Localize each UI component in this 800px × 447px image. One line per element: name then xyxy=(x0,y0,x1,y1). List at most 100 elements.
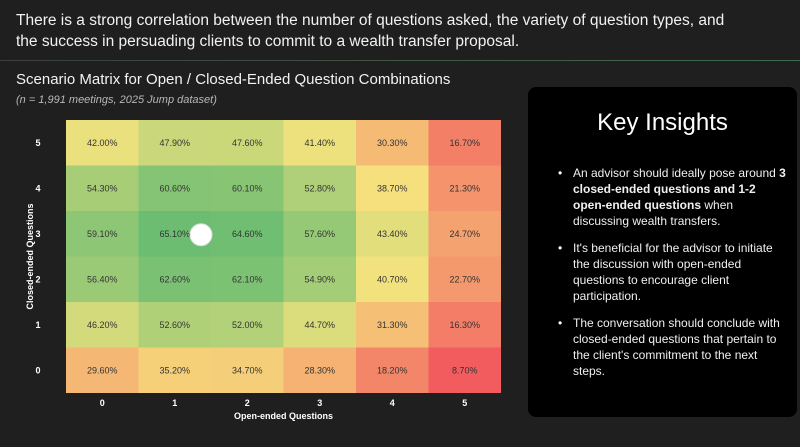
key-insights-panel: Key Insights An advisor should ideally p… xyxy=(528,87,797,417)
heatmap-cell xyxy=(283,302,356,348)
y-tick-label: 0 xyxy=(35,365,40,375)
optimal-point-marker xyxy=(189,223,213,247)
cell-value-label: 40.70% xyxy=(377,274,408,284)
heatmap-cell xyxy=(211,302,284,348)
chart-title: Scenario Matrix for Open / Closed-Ended … xyxy=(16,71,451,88)
heatmap-cell xyxy=(356,120,429,166)
heatmap-cell xyxy=(211,256,284,302)
cell-value-label: 29.60% xyxy=(87,365,118,375)
heatmap-cell xyxy=(211,347,284,393)
y-tick-label: 5 xyxy=(35,138,40,148)
y-tick-label: 2 xyxy=(35,274,40,284)
cell-value-label: 46.20% xyxy=(87,320,118,330)
cell-value-label: 60.60% xyxy=(159,183,190,193)
x-tick-label: 4 xyxy=(390,398,395,408)
heatmap-cell xyxy=(283,256,356,302)
heatmap-cell xyxy=(356,165,429,211)
heatmap-cell xyxy=(138,256,211,302)
y-tick-label: 4 xyxy=(35,183,40,193)
insight-bold-text: 3 closed-ended questions and 1-2 open-en… xyxy=(573,166,786,212)
heatmap-cell xyxy=(356,211,429,257)
cell-value-label: 42.00% xyxy=(87,138,118,148)
x-tick-label: 5 xyxy=(462,398,467,408)
cell-value-label: 57.60% xyxy=(304,229,335,239)
insight-text: An advisor should ideally pose around xyxy=(573,166,780,180)
heatmap-cell xyxy=(138,165,211,211)
cell-value-label: 52.00% xyxy=(232,320,263,330)
cell-value-label: 65.10% xyxy=(159,229,190,239)
heatmap-cell xyxy=(428,120,501,166)
heatmap-cell xyxy=(428,211,501,257)
cell-value-label: 31.30% xyxy=(377,320,408,330)
heatmap-cell xyxy=(283,165,356,211)
heatmap-chart: 42.00% 47.90% 47.60% 41.40% 30.30% 16.70% 54.3… xyxy=(25,120,501,421)
heatmap-cell xyxy=(66,256,139,302)
heatmap-cell xyxy=(211,120,284,166)
cell-value-label: 47.60% xyxy=(232,138,263,148)
cell-value-label: 59.10% xyxy=(87,229,118,239)
divider xyxy=(0,60,800,61)
insight-text: The conversation should conclude with cl… xyxy=(573,316,780,378)
cell-value-label: 41.40% xyxy=(304,138,335,148)
x-tick-label: 3 xyxy=(317,398,322,408)
headline: There is a strong correlation between th… xyxy=(16,12,725,50)
heatmap-cell xyxy=(428,256,501,302)
heatmap-cell xyxy=(283,120,356,166)
cell-value-label: 28.30% xyxy=(304,365,335,375)
insight-item: It's beneficial for the advisor to initi… xyxy=(558,240,786,304)
heatmap-cell xyxy=(66,302,139,348)
cell-value-label: 47.90% xyxy=(159,138,190,148)
insight-item: An advisor should ideally pose around 3 … xyxy=(558,165,786,229)
heatmap-cell xyxy=(138,302,211,348)
cell-value-label: 30.30% xyxy=(377,138,408,148)
y-axis-label: Closed-ended Questions xyxy=(25,203,35,309)
heatmap-cell xyxy=(356,256,429,302)
heatmap-cell xyxy=(66,165,139,211)
heatmap-cell xyxy=(428,347,501,393)
cell-value-label: 16.70% xyxy=(449,138,480,148)
cell-value-label: 35.20% xyxy=(159,365,190,375)
heatmap-cell xyxy=(283,211,356,257)
cell-value-label: 62.60% xyxy=(159,274,190,284)
cell-value-label: 43.40% xyxy=(377,229,408,239)
chart-subtitle: (n = 1,991 meetings, 2025 Jump dataset) xyxy=(16,94,217,106)
cell-value-label: 56.40% xyxy=(87,274,118,284)
heatmap-cell xyxy=(66,347,139,393)
cell-value-label: 44.70% xyxy=(304,320,335,330)
heatmap-cell xyxy=(211,211,284,257)
cell-value-label: 62.10% xyxy=(232,274,263,284)
heatmap-cell xyxy=(66,211,139,257)
cell-value-label: 52.80% xyxy=(304,183,335,193)
heatmap-cell xyxy=(138,120,211,166)
cell-value-label: 34.70% xyxy=(232,365,263,375)
heatmap-cell xyxy=(428,165,501,211)
insight-text: It's beneficial for the advisor to initi… xyxy=(573,241,773,303)
y-tick-label: 3 xyxy=(35,229,40,239)
heatmap-cell xyxy=(428,302,501,348)
heatmap-cell xyxy=(283,347,356,393)
heatmap-cell xyxy=(356,302,429,348)
cell-value-label: 18.20% xyxy=(377,365,408,375)
cell-value-label: 60.10% xyxy=(232,183,263,193)
y-tick-label: 1 xyxy=(35,320,40,330)
x-tick-label: 2 xyxy=(245,398,250,408)
heatmap-cell xyxy=(356,347,429,393)
cell-value-label: 16.30% xyxy=(449,320,480,330)
cell-value-label: 52.60% xyxy=(159,320,190,330)
insight-item: The conversation should conclude with cl… xyxy=(558,315,786,379)
cell-value-label: 64.60% xyxy=(232,229,263,239)
x-tick-label: 0 xyxy=(100,398,105,408)
cell-value-label: 21.30% xyxy=(449,183,480,193)
heatmap-cell xyxy=(211,165,284,211)
insight-text: when discussing wealth transfers. xyxy=(573,198,734,228)
cell-value-label: 54.90% xyxy=(304,274,335,284)
cell-value-label: 8.70% xyxy=(452,365,478,375)
insights-list: An advisor should ideally pose around 3 … xyxy=(558,165,786,390)
key-insights-title: Key Insights xyxy=(597,109,728,136)
cell-value-label: 22.70% xyxy=(449,274,480,284)
cell-value-label: 24.70% xyxy=(449,229,480,239)
cell-value-label: 54.30% xyxy=(87,183,118,193)
x-axis-label: Open-ended Questions xyxy=(234,411,333,421)
cell-value-label: 38.70% xyxy=(377,183,408,193)
heatmap-cell xyxy=(66,120,139,166)
